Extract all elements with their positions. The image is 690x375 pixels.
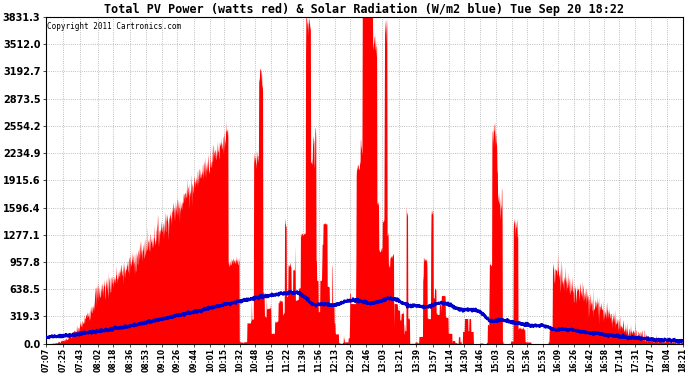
- Text: Copyright 2011 Cartronics.com: Copyright 2011 Cartronics.com: [47, 22, 181, 31]
- Title: Total PV Power (watts red) & Solar Radiation (W/m2 blue) Tue Sep 20 18:22: Total PV Power (watts red) & Solar Radia…: [104, 3, 624, 16]
